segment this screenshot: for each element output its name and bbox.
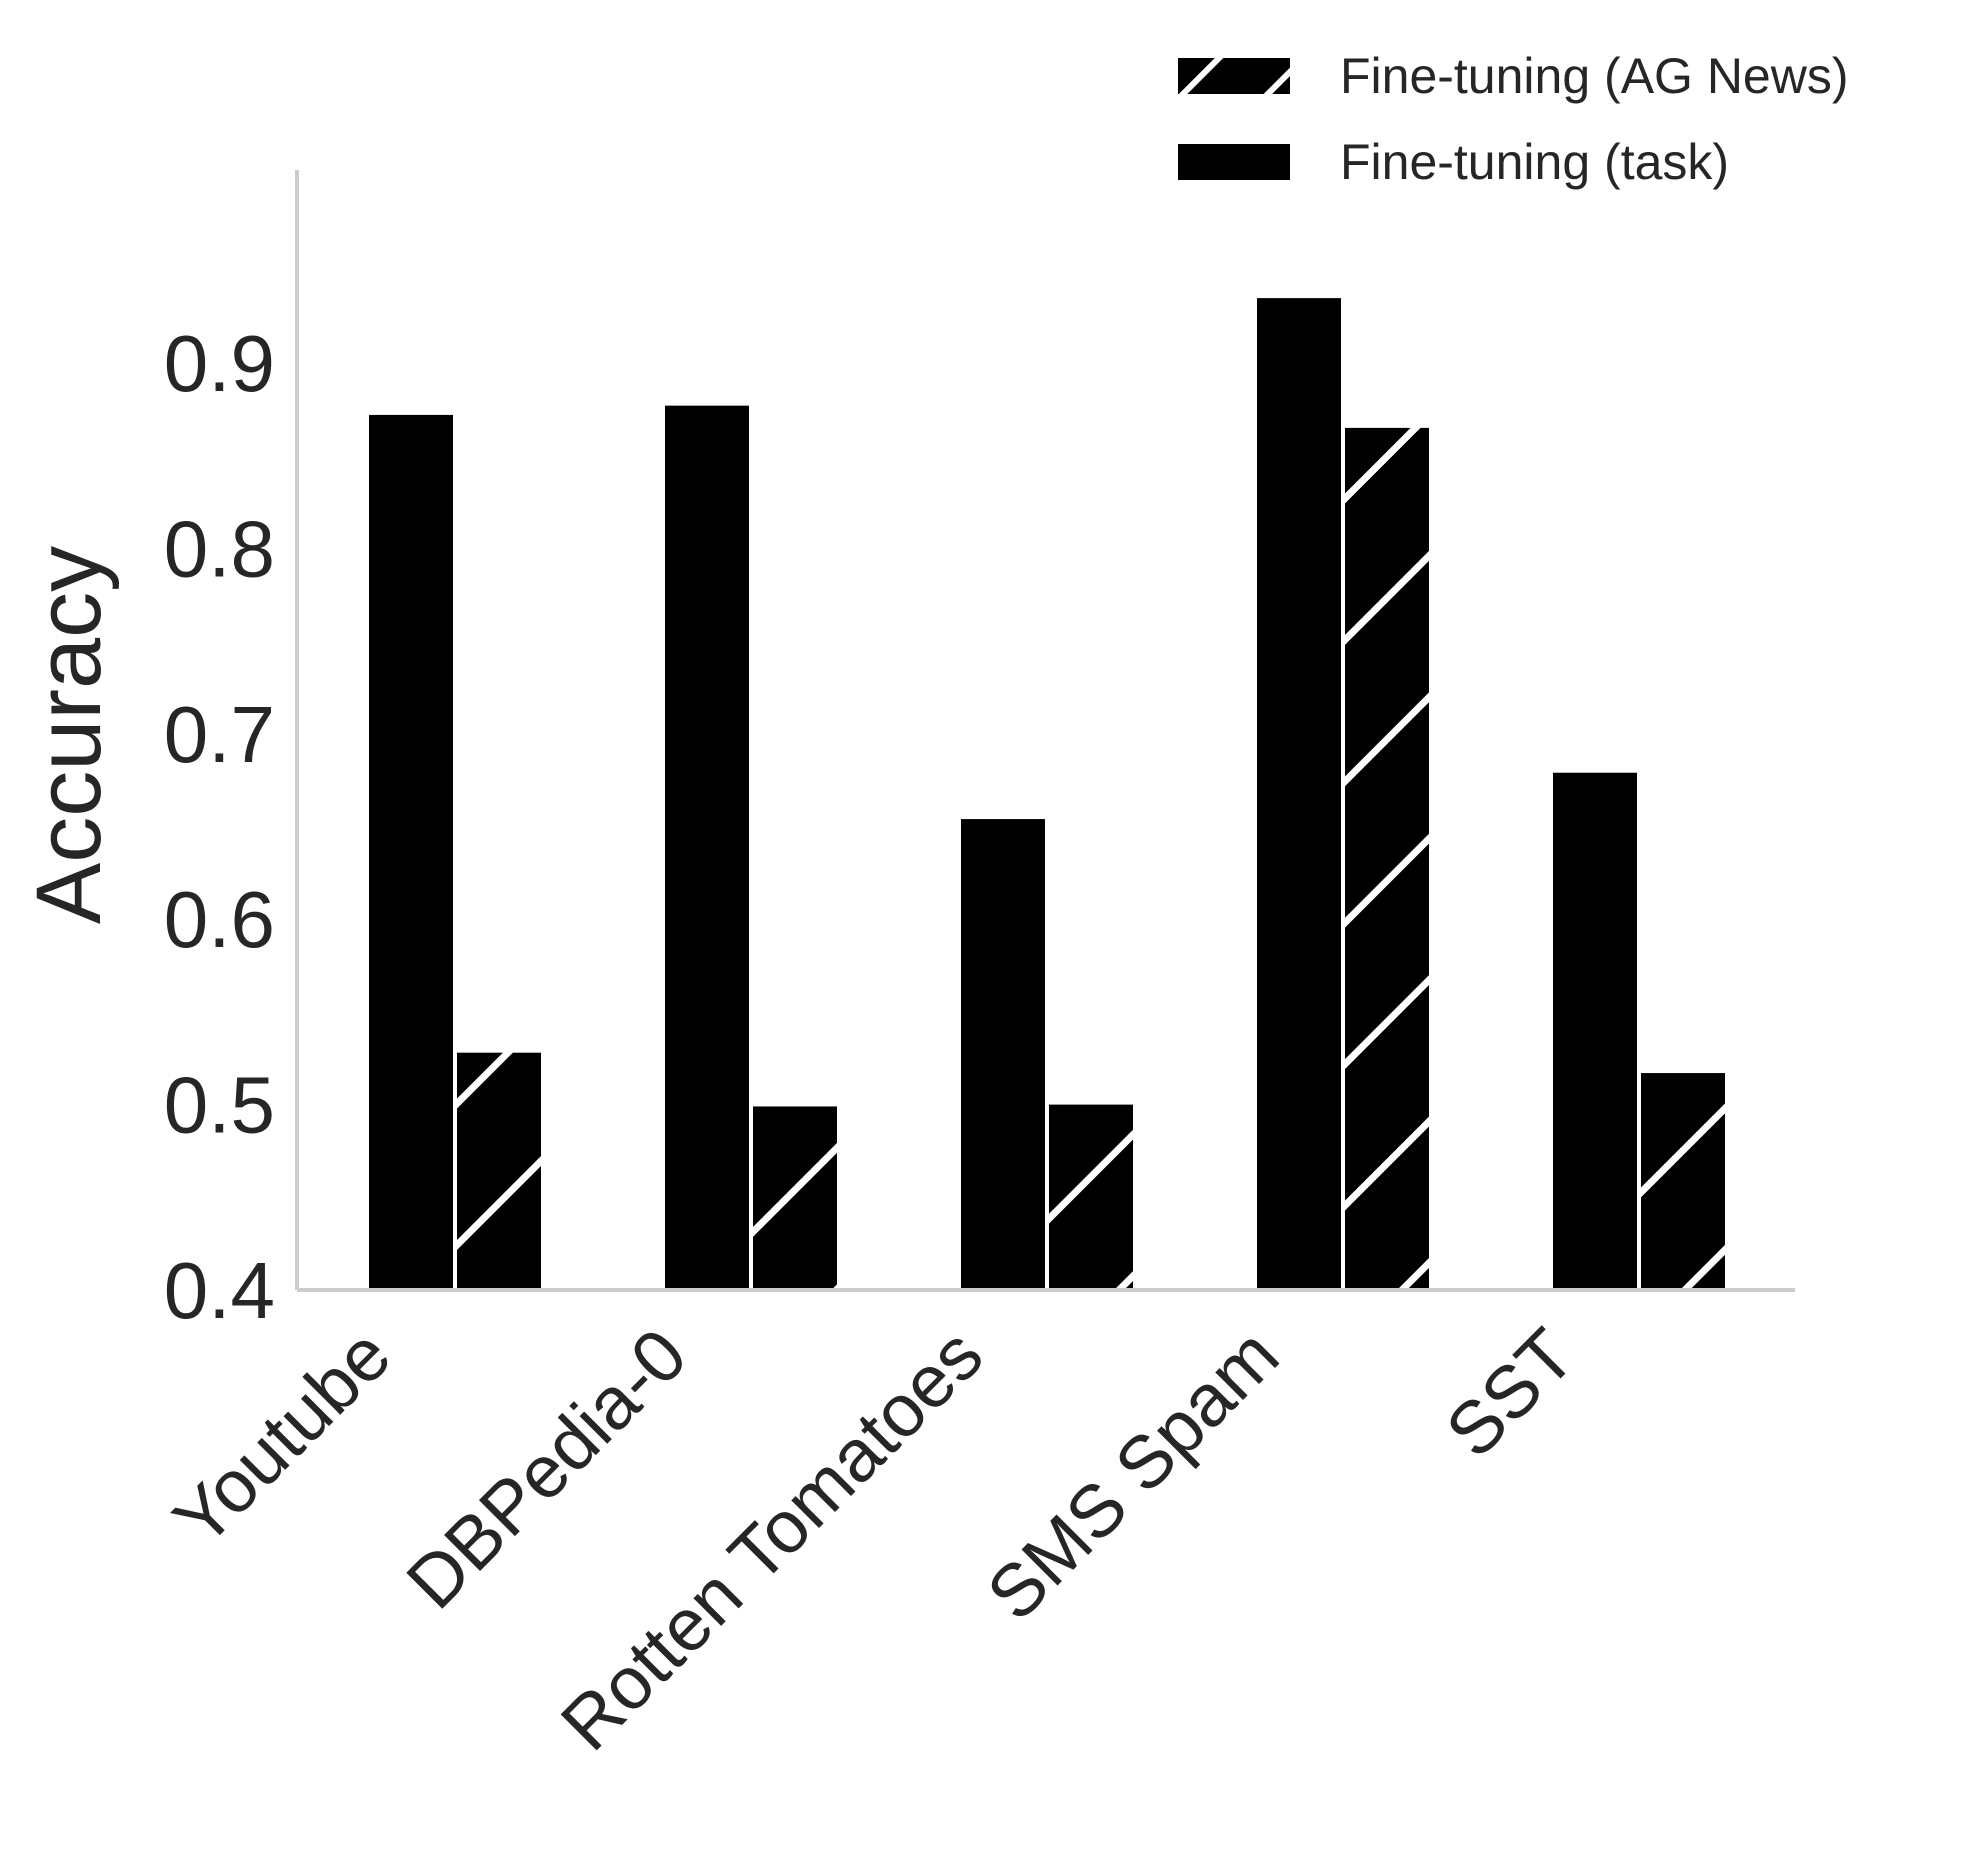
- axes-layer: [295, 170, 1795, 1292]
- y-tick-label: 0.6: [164, 875, 275, 964]
- x-tick-label: SMS Spam: [971, 1313, 1294, 1636]
- y-tick-label: 0.4: [164, 1246, 275, 1335]
- x-tick-label: SST: [1430, 1313, 1590, 1473]
- bar-ag-news-sms-spam: [1345, 427, 1429, 1290]
- legend: Fine-tuning (AG News) Fine-tuning (task): [1178, 48, 1849, 190]
- bar-task-rotten-tomatoes: [961, 819, 1045, 1290]
- legend-swatch: [1178, 58, 1290, 94]
- y-tick-label: 0.5: [164, 1061, 275, 1150]
- bar-task-sms-spam: [1257, 298, 1341, 1290]
- legend-swatch: [1178, 144, 1290, 180]
- y-tick-label: 0.9: [164, 319, 275, 408]
- legend-label: Fine-tuning (task): [1340, 134, 1729, 190]
- bars-layer: [369, 298, 1725, 1291]
- bar-ag-news-youtube: [457, 1052, 541, 1290]
- bar-task-sst: [1553, 772, 1637, 1290]
- x-tick-label: Youtube: [157, 1313, 406, 1562]
- bar-ag-news-sst: [1641, 1073, 1725, 1290]
- bar-ag-news-rotten-tomatoes: [1049, 1104, 1133, 1290]
- y-tick-label: 0.8: [164, 504, 275, 593]
- y-axis-label: Accuracy: [18, 546, 120, 924]
- x-tick-label: DBPedia-0: [391, 1313, 703, 1625]
- y-tick-labels: 0.4 0.5 0.6 0.7 0.8 0.9: [164, 319, 275, 1335]
- bar-task-dbpedia-0: [665, 405, 749, 1291]
- bar-ag-news-dbpedia-0: [753, 1106, 837, 1290]
- bar-task-youtube: [369, 414, 453, 1290]
- y-tick-label: 0.7: [164, 690, 275, 779]
- legend-label: Fine-tuning (AG News): [1340, 48, 1849, 104]
